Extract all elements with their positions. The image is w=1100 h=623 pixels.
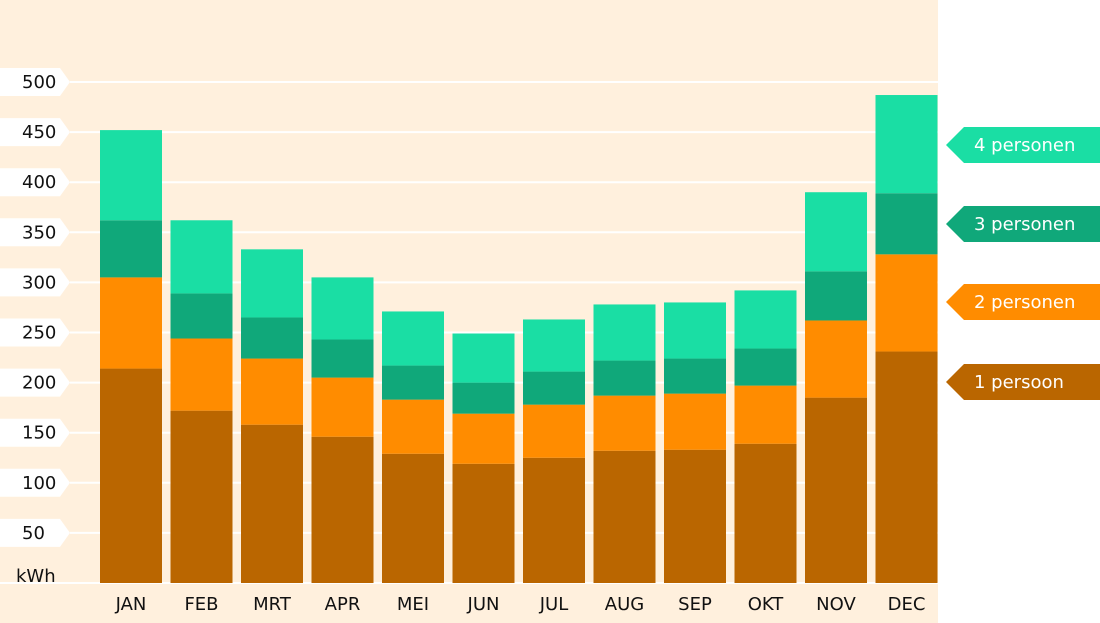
y-tick-tag-450 xyxy=(0,118,70,147)
bar-dec-series-2 xyxy=(875,254,938,352)
bar-jan-series-2 xyxy=(100,277,162,369)
legend-label-1: 1 persoon xyxy=(974,372,1064,393)
y-tick-label-300: 300 xyxy=(22,272,56,293)
legend-label-3: 3 personen xyxy=(974,214,1075,235)
y-tick-tag-250 xyxy=(0,318,70,347)
bar-mrt-series-1 xyxy=(241,424,303,583)
y-axis-ticks: 50 100 150 200 250 300 350 400 450 500 xyxy=(0,68,70,547)
legend-swatch-3 xyxy=(946,206,1100,242)
x-label-dec: DEC xyxy=(888,594,926,615)
y-tick-label-100: 100 xyxy=(22,473,56,494)
bar-aug-series-4 xyxy=(593,304,656,361)
y-tick-label-150: 150 xyxy=(22,423,56,444)
bar-okt-series-2 xyxy=(734,385,797,444)
bar-dec-series-4 xyxy=(875,95,938,194)
legend-label-4: 4 personen xyxy=(974,135,1075,156)
x-label-mrt: MRT xyxy=(253,594,292,615)
bar-feb-series-2 xyxy=(170,338,233,411)
y-tick-tag-350 xyxy=(0,218,70,247)
y-tick-tag-50 xyxy=(0,518,70,547)
y-tick-tag-100 xyxy=(0,468,70,497)
y-tick-tag-300 xyxy=(0,268,70,297)
bar-jun-series-1 xyxy=(452,463,515,583)
bar-jan-series-1 xyxy=(100,368,162,583)
bars xyxy=(100,95,938,583)
bar-jul-series-1 xyxy=(523,457,585,583)
y-tick-tag-500 xyxy=(0,68,70,96)
x-label-jul: JUL xyxy=(539,594,569,615)
bar-jul-series-3 xyxy=(523,371,585,405)
x-label-jan: JAN xyxy=(115,594,147,615)
legend-swatch-4 xyxy=(946,127,1100,163)
bar-okt-series-3 xyxy=(734,348,797,386)
bar-mrt-series-4 xyxy=(241,249,303,318)
bar-dec-series-3 xyxy=(875,193,938,255)
bar-aug-series-1 xyxy=(593,450,656,583)
bar-sep-series-2 xyxy=(664,393,726,450)
bar-apr-series-2 xyxy=(311,377,374,437)
bar-mei-series-2 xyxy=(382,399,444,454)
bar-apr-series-3 xyxy=(311,339,374,378)
bar-jan-series-3 xyxy=(100,220,162,278)
bar-aug-series-2 xyxy=(593,395,656,451)
bar-apr-series-4 xyxy=(311,277,374,340)
x-label-nov: NOV xyxy=(816,594,856,615)
bar-apr-series-1 xyxy=(311,436,374,583)
bar-okt-series-4 xyxy=(734,290,797,349)
bar-feb-series-1 xyxy=(170,410,233,583)
bar-nov-series-4 xyxy=(805,192,867,272)
y-tick-label-50: 50 xyxy=(22,523,45,544)
bar-dec-series-1 xyxy=(875,351,938,583)
y-tick-tag-200 xyxy=(0,368,70,397)
bar-jun-series-3 xyxy=(452,382,515,414)
legend-swatch-2 xyxy=(946,284,1100,320)
y-tick-label-250: 250 xyxy=(22,323,56,344)
y-tick-tag-400 xyxy=(0,168,70,197)
x-label-apr: APR xyxy=(325,594,361,615)
bar-aug-series-3 xyxy=(593,360,656,396)
bar-mei-series-3 xyxy=(382,365,444,400)
y-tick-label-450: 450 xyxy=(22,122,56,143)
x-label-okt: OKT xyxy=(748,594,785,615)
x-label-sep: SEP xyxy=(678,594,712,615)
bar-jun-series-2 xyxy=(452,413,515,464)
bar-feb-series-4 xyxy=(170,220,233,294)
x-label-aug: AUG xyxy=(605,594,644,615)
bar-mei-series-4 xyxy=(382,311,444,366)
bar-sep-series-1 xyxy=(664,449,726,583)
x-label-jun: JUN xyxy=(467,594,500,615)
y-tick-tag-150 xyxy=(0,418,70,447)
bar-mrt-series-3 xyxy=(241,317,303,359)
x-axis-labels: JAN FEB MRT APR MEI JUN JUL AUG SEP OKT NOV DEC xyxy=(115,594,926,615)
bar-mrt-series-2 xyxy=(241,358,303,425)
bar-jul-series-2 xyxy=(523,404,585,458)
bar-nov-series-1 xyxy=(805,397,867,583)
legend-label-2: 2 personen xyxy=(974,292,1075,313)
bar-mei-series-1 xyxy=(382,453,444,583)
bar-nov-series-2 xyxy=(805,320,867,398)
x-label-mei: MEI xyxy=(397,594,429,615)
bar-sep-series-4 xyxy=(664,302,726,359)
bar-sep-series-3 xyxy=(664,358,726,394)
bar-okt-series-1 xyxy=(734,443,797,583)
legend: 4 personen 3 personen 2 personen 1 persoon xyxy=(946,127,1100,400)
bar-feb-series-3 xyxy=(170,293,233,339)
legend-swatch-1 xyxy=(946,364,1100,400)
y-tick-label-500: 500 xyxy=(22,72,56,93)
bar-jun-series-4 xyxy=(452,333,515,383)
y-axis-unit-label: kWh xyxy=(16,566,56,587)
bar-jul-series-4 xyxy=(523,319,585,372)
y-tick-label-350: 350 xyxy=(22,222,56,243)
bar-jan-series-4 xyxy=(100,130,162,221)
bar-nov-series-3 xyxy=(805,271,867,321)
x-label-feb: FEB xyxy=(184,594,218,615)
y-tick-label-400: 400 xyxy=(22,172,56,193)
y-tick-label-200: 200 xyxy=(22,373,56,394)
